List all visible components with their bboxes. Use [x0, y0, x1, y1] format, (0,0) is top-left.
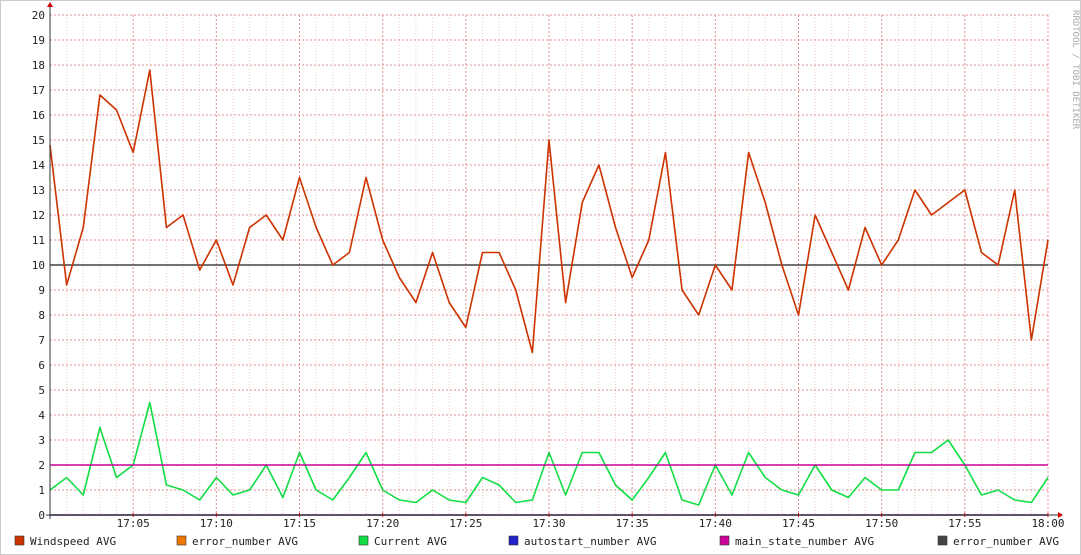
y-tick-label: 0	[38, 509, 45, 522]
legend-label: autostart_number AVG	[524, 535, 656, 548]
x-axis-arrow	[1058, 512, 1063, 518]
x-tick-label: 17:30	[532, 517, 565, 530]
legend-swatch	[937, 535, 948, 546]
y-tick-label: 2	[38, 459, 45, 472]
x-tick-label: 17:25	[449, 517, 482, 530]
x-tick-label: 17:15	[283, 517, 316, 530]
x-tick-label: 17:05	[117, 517, 150, 530]
y-tick-label: 1	[38, 484, 45, 497]
y-tick-label: 4	[38, 409, 45, 422]
legend-label: main_state_number AVG	[735, 535, 874, 548]
legend-label: Current AVG	[374, 535, 447, 548]
watermark: RRDTOOL / TOBI OETIKER	[1070, 10, 1080, 130]
y-tick-label: 5	[38, 384, 45, 397]
y-tick-label: 7	[38, 334, 45, 347]
y-tick-label: 11	[32, 234, 45, 247]
legend-swatch	[14, 535, 25, 546]
y-tick-label: 13	[32, 184, 45, 197]
legend-swatch	[719, 535, 730, 546]
x-tick-label: 17:55	[948, 517, 981, 530]
y-tick-label: 18	[32, 59, 45, 72]
line-series	[49, 401, 1049, 506]
x-tick-label: 17:45	[782, 517, 815, 530]
y-tick-label: 12	[32, 209, 45, 222]
y-axis-arrow	[47, 2, 53, 7]
x-tick-label: 17:35	[616, 517, 649, 530]
legend-label: error_number AVG	[953, 535, 1059, 548]
x-tick-label: 17:10	[200, 517, 233, 530]
y-tick-label: 17	[32, 84, 45, 97]
line-series	[49, 69, 1049, 354]
legend-swatch	[358, 535, 369, 546]
y-tick-label: 14	[32, 159, 46, 172]
x-tick-label: 18:00	[1031, 517, 1064, 530]
y-tick-label: 19	[32, 34, 45, 47]
x-tick-label: 17:40	[699, 517, 732, 530]
y-tick-label: 20	[32, 9, 45, 22]
y-tick-label: 3	[38, 434, 45, 447]
legend-label: Windspeed AVG	[30, 535, 116, 548]
legend-label: error_number AVG	[192, 535, 298, 548]
y-tick-label: 6	[38, 359, 45, 372]
legend-swatch	[176, 535, 187, 546]
axes: 17:05 17:10 17:15 17:20 17:25 17:30 17:35 17:40…	[14, 2, 1065, 548]
y-tick-label: 16	[32, 109, 45, 122]
y-tick-label: 8	[38, 309, 45, 322]
legend-swatch	[508, 535, 519, 546]
x-tick-label: 17:20	[366, 517, 399, 530]
y-tick-label: 15	[32, 134, 45, 147]
y-tick-label: 10	[32, 259, 45, 272]
x-tick-label: 17:50	[865, 517, 898, 530]
y-tick-label: 9	[38, 284, 45, 297]
